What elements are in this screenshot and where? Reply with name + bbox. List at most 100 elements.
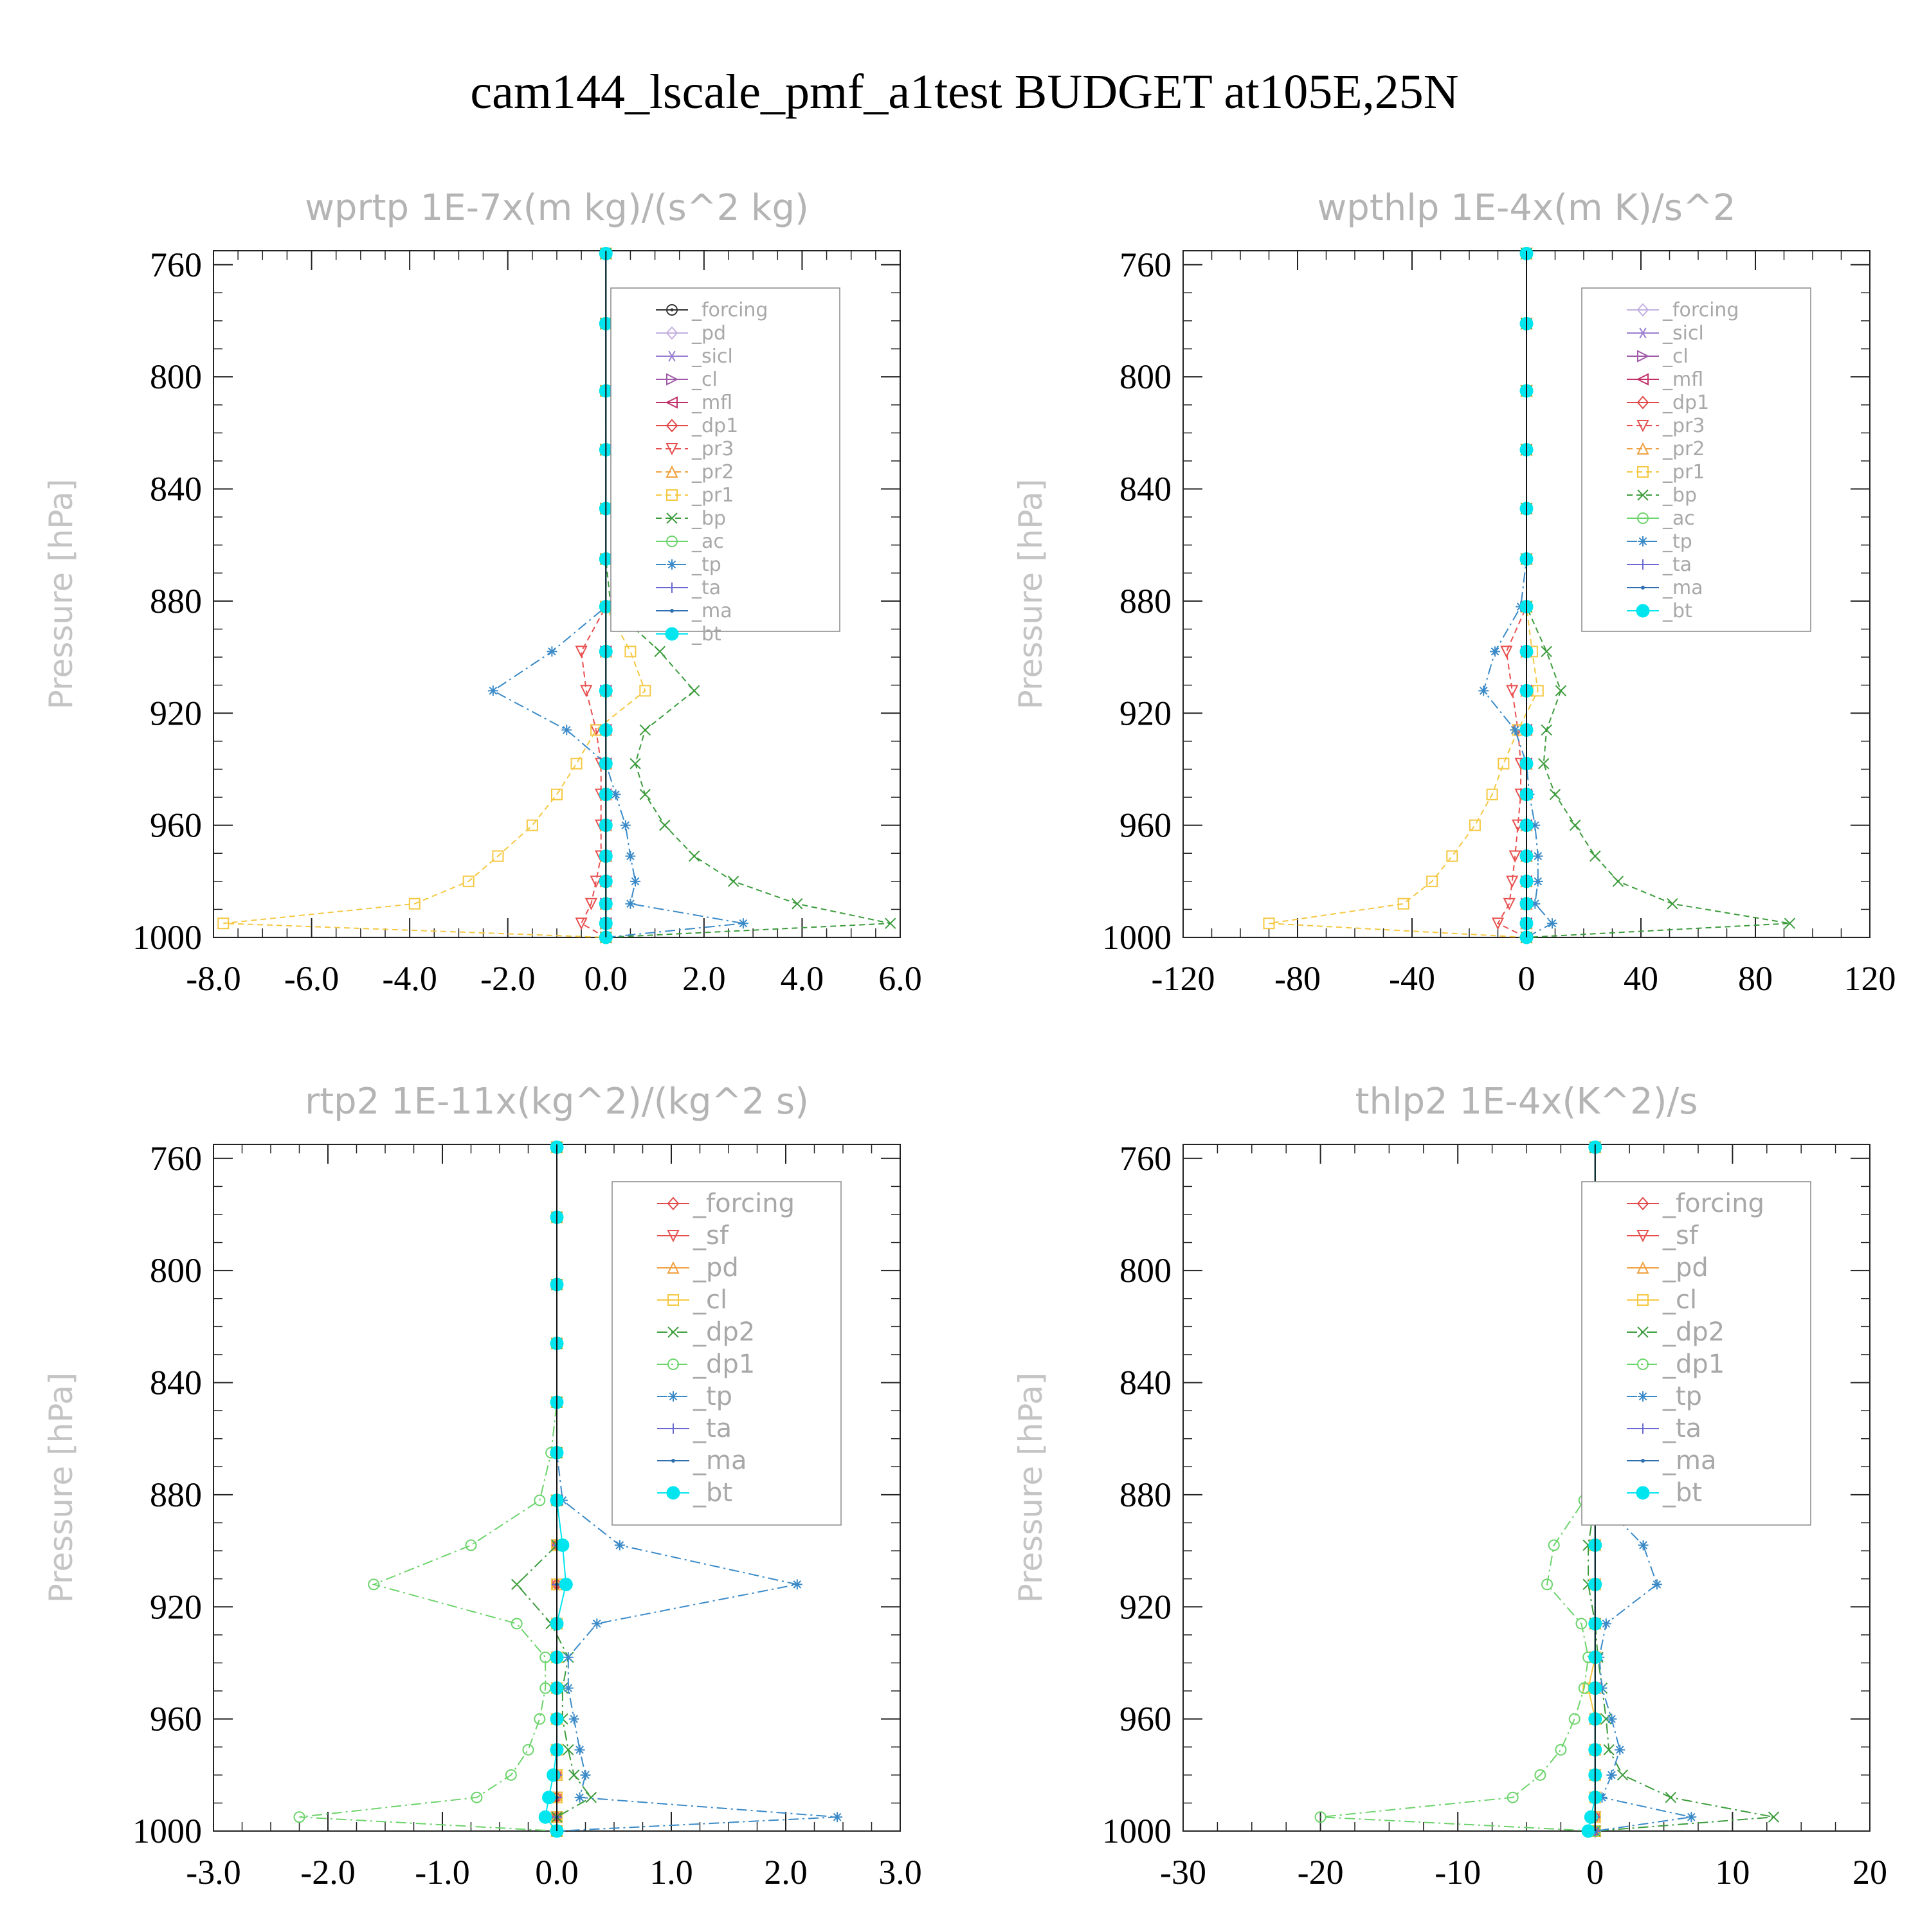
x-tick-label: -20 xyxy=(1298,1853,1344,1891)
legend-swatch-marker xyxy=(1636,442,1649,455)
data-point xyxy=(1555,685,1567,697)
x-tick-label: 80 xyxy=(1738,959,1773,998)
y-axis-label: Pressure [hPa] xyxy=(42,1373,80,1603)
y-tick-label: 880 xyxy=(1119,1476,1172,1514)
series-line xyxy=(580,253,607,938)
data-point xyxy=(1638,1540,1649,1551)
legend-swatch-marker xyxy=(667,350,677,362)
data-point xyxy=(574,1792,585,1803)
data-point xyxy=(1532,876,1543,887)
data-point xyxy=(1469,819,1481,831)
data-point xyxy=(487,685,498,696)
data-point xyxy=(1263,917,1275,930)
y-tick-label: 1000 xyxy=(1102,918,1172,957)
x-tick-label: -80 xyxy=(1274,959,1321,998)
data-point xyxy=(727,876,739,887)
legend-swatch-marker xyxy=(667,559,677,570)
legend-swatch-marker xyxy=(666,419,678,433)
x-tick-label: -4.0 xyxy=(382,959,437,998)
y-tick-label: 920 xyxy=(1119,694,1172,732)
data-point xyxy=(1541,724,1552,736)
data-point xyxy=(563,1652,574,1663)
legend-swatch-marker xyxy=(1636,303,1649,317)
legend-label: _forcing xyxy=(1662,1189,1764,1218)
legend-label: _ma xyxy=(693,1446,747,1476)
panel-3: rtp2 1E-11x(kg^2)/(kg^2 s) Pressure [hPa]… xyxy=(42,1081,922,1891)
data-point xyxy=(1426,875,1438,887)
data-point xyxy=(639,685,651,697)
legend-box xyxy=(611,1181,842,1526)
legend-swatch-marker xyxy=(1636,395,1649,410)
panel-title: rtp2 1E-11x(kg^2)/(kg^2 s) xyxy=(305,1081,809,1123)
legend-label: _dp2 xyxy=(693,1317,755,1347)
legend-swatch-marker xyxy=(667,1326,679,1338)
legend-swatch-marker xyxy=(1636,1261,1649,1274)
legend-label: _dp1 xyxy=(693,1350,755,1379)
x-tick-label: -1.0 xyxy=(415,1853,469,1891)
data-point xyxy=(511,1578,523,1591)
legend-swatch-marker xyxy=(667,1230,680,1243)
legend-swatch-marker xyxy=(667,1294,679,1306)
legend-swatch-marker xyxy=(668,1423,678,1434)
legend-swatch-marker xyxy=(1636,420,1649,433)
legend-swatch-marker xyxy=(667,1359,679,1370)
data-point xyxy=(1506,875,1519,889)
legend-swatch-marker xyxy=(666,326,678,340)
data-point xyxy=(561,725,572,736)
legend-label: _pr2 xyxy=(1662,438,1705,460)
legend-label: _cl xyxy=(691,368,718,391)
legend-swatch-marker xyxy=(1638,1391,1648,1402)
x-tick-label: -10 xyxy=(1435,1853,1481,1891)
legend-swatch-marker xyxy=(666,536,678,547)
legend-label: _dp1 xyxy=(691,415,738,437)
y-tick-label: 800 xyxy=(150,357,202,396)
y-tick-label: 840 xyxy=(1119,470,1172,509)
data-point xyxy=(551,788,563,800)
data-point xyxy=(1500,646,1513,658)
data-point xyxy=(1686,1812,1697,1823)
legend-label: _mfl xyxy=(691,392,732,414)
data-point xyxy=(654,646,666,658)
data-point xyxy=(1569,819,1581,831)
legend-label: _pr1 xyxy=(1662,461,1705,483)
data-point xyxy=(792,898,803,910)
x-tick-label: 2.0 xyxy=(764,1853,808,1891)
data-point xyxy=(624,646,637,658)
x-tick-label: -40 xyxy=(1389,959,1435,998)
legend-box xyxy=(1581,287,1811,632)
legend-swatch-marker xyxy=(666,512,678,524)
legend-label: _ma xyxy=(1662,577,1703,599)
legend: _forcing _sf _pd_cl_dp2 _dp1 _tp _ta _ma_bt xyxy=(1581,1181,1811,1526)
x-tick-label: -120 xyxy=(1152,959,1215,998)
legend-label: _bp xyxy=(691,507,726,530)
legend-label: _ma xyxy=(691,600,732,622)
data-point xyxy=(1665,1791,1676,1803)
data-point xyxy=(1532,851,1543,862)
y-tick-label: 880 xyxy=(150,582,202,620)
x-tick-label: 0.0 xyxy=(584,959,628,998)
x-tick-label: 20 xyxy=(1852,1853,1887,1891)
y-axis-label: Pressure [hPa] xyxy=(1012,1373,1049,1603)
data-point xyxy=(217,917,230,930)
legend-swatch-marker xyxy=(667,582,677,593)
data-point xyxy=(1478,685,1489,696)
data-point xyxy=(585,1791,597,1803)
legend-swatch-marker xyxy=(670,609,674,613)
series-line xyxy=(1269,253,1539,938)
series-dp2 xyxy=(511,1141,597,1837)
legend-label: _ta xyxy=(1662,554,1692,576)
x-tick-label: -2.0 xyxy=(480,959,535,998)
y-tick-label: 960 xyxy=(150,1700,202,1738)
data-point xyxy=(1597,1792,1608,1803)
data-point xyxy=(1508,850,1521,863)
data-point xyxy=(570,757,583,770)
data-point xyxy=(580,1769,591,1780)
legend-label: _tp xyxy=(691,554,721,576)
panel-2: wpthlp 1E-4x(m K)/s^2 Pressure [hPa] 760 80… xyxy=(1012,187,1896,998)
legend-label: _bp xyxy=(1662,484,1697,507)
data-point xyxy=(630,876,641,887)
legend-swatch-marker xyxy=(1641,586,1645,590)
y-tick-label: 800 xyxy=(1119,1251,1172,1290)
data-point xyxy=(1503,898,1516,910)
legend-swatch-marker-dot xyxy=(670,308,674,312)
